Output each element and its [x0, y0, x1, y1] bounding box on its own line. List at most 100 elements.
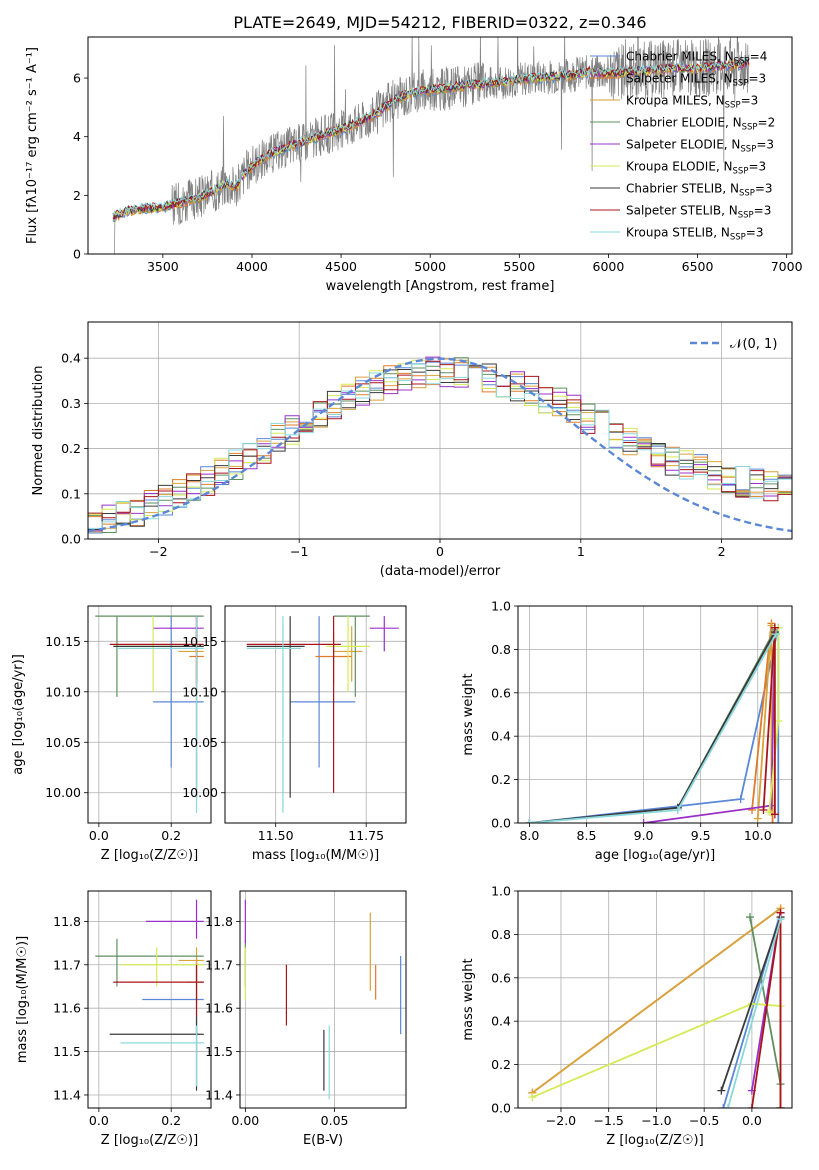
weight-marker: [748, 805, 757, 814]
x-tick-label: 0.00: [231, 1113, 259, 1128]
weight-marker: [747, 1104, 756, 1108]
x-tick-label: 9.5: [691, 828, 711, 843]
y-tick-label: 11.8: [53, 914, 81, 929]
y-tick-label: 10.00: [182, 785, 218, 800]
weight-marker: [774, 819, 783, 823]
panel-weight-vs-age: 8.0 8.5 9.0 9.5 10.0 0.0 0.2 0.4 0.6 0.8 1.0 age [l…: [461, 599, 793, 863]
hist-salpeter-stelib: [88, 360, 792, 519]
y-tick-label: 0.0: [61, 532, 81, 547]
model-line-kroupa-stelib: [112, 57, 750, 216]
weight-marker: [772, 630, 781, 639]
y-tick-label: 0.0: [491, 816, 511, 831]
legend-label: Chabrier STELIB, NSSP=3: [626, 182, 773, 199]
plot-area: [112, 37, 750, 254]
y-axis-label: age [log₁₀(age/yr)]: [11, 654, 26, 775]
x-tick-label: 0.2: [161, 1113, 181, 1128]
x-tick-label: 0.05: [321, 1113, 349, 1128]
panel-mass-vs-Z: 0.0 0.2 11.4 11.5 11.6 11.7 11.8 Z [log₁₀(Z/Z☉)…: [15, 890, 212, 1148]
weight-marker: [528, 1093, 537, 1102]
weight-marker: [525, 819, 534, 823]
axes-frame: [87, 605, 212, 824]
y-axis-label: mass [log₁₀(M/M☉)]: [15, 936, 30, 1063]
y-axis-label: Flux [fλ10⁻¹⁷ erg cm⁻² s⁻¹ A⁻¹]: [25, 47, 40, 244]
weight-marker: [639, 819, 648, 823]
figure-title: PLATE=2649, MJD=54212, FIBERID=0322, z=0…: [233, 13, 646, 32]
weight-marker: [673, 805, 682, 814]
weight-marker: [776, 915, 785, 924]
x-tick-label: 7000: [771, 259, 803, 274]
y-tick-label: 11.7: [205, 957, 233, 972]
x-tick-label: 11.75: [348, 828, 384, 843]
x-axis-label: age [log₁₀(age/yr)]: [595, 848, 716, 863]
y-tick-label: 10.05: [182, 735, 218, 750]
y-tick-label: 0.0: [491, 1101, 511, 1116]
y-tick-label: 11.8: [205, 914, 233, 929]
weight-marker: [724, 1104, 733, 1108]
y-tick-label: 0.6: [491, 685, 511, 700]
legend-label: Chabrier MILES, NSSP=4: [626, 50, 767, 67]
y-tick-label: 0.4: [61, 351, 81, 366]
gaussian-line: [88, 357, 792, 533]
weight-marker: [776, 1104, 785, 1108]
weight-line-salpeter-stelib: [751, 912, 782, 1108]
x-tick-label: 0.0: [89, 828, 109, 843]
x-tick-label: 8.0: [519, 828, 539, 843]
legend-label: Kroupa ELODIE, NSSP=3: [626, 160, 766, 177]
y-tick-label: 0.2: [491, 1057, 511, 1072]
x-tick-label: 6000: [593, 259, 625, 274]
legend-label: Salpeter MILES, NSSP=3: [626, 72, 766, 89]
weight-marker: [768, 819, 777, 823]
errorbar-chabrier-miles: [142, 956, 204, 1035]
panel-weight-vs-Z: −2.0 −1.5 −1.0 −0.5 0.0 0.0 0.2 0.4 0.6 0.8 1.0 Z […: [461, 884, 793, 1148]
y-tick-label: 11.4: [205, 1087, 233, 1102]
y-tick-label: 10.10: [182, 684, 218, 699]
errorbar-salpeter-elodie: [369, 616, 399, 652]
x-axis-label: wavelength [Angstrom, rest frame]: [326, 279, 555, 294]
y-tick-label: 0.3: [61, 396, 81, 411]
errorbar-kroupa-stelib: [120, 1025, 204, 1087]
y-tick-label: 4: [73, 129, 81, 144]
x-tick-label: 5500: [503, 259, 535, 274]
panel-spectrum: 3500 4000 4500 5000 5500 6000 6500 7000 0 2 4 6 wave…: [25, 36, 803, 294]
spectrum-data-line: [113, 37, 750, 254]
y-axis-label: mass weight: [461, 958, 476, 1040]
weight-marker: [745, 913, 754, 922]
axes-frame: [87, 321, 793, 540]
axes-frame: [87, 36, 793, 255]
weight-line-kroupa-stelib: [727, 918, 782, 1108]
x-axis-label: Z [log₁₀(Z/Z☉)]: [606, 1133, 703, 1148]
x-axis-label: Z [log₁₀(Z/Z☉)]: [101, 1133, 198, 1148]
y-tick-label: 11.6: [53, 1001, 81, 1016]
legend-label: Salpeter ELODIE, NSSP=3: [626, 138, 774, 155]
y-tick-label: 2: [73, 188, 81, 203]
weight-marker: [736, 795, 745, 804]
panel-mass-vs-ebv: 0.00 0.05 11.4 11.5 11.6 11.7 11.8 E(B-V): [205, 890, 407, 1148]
errorbar-kroupa-stelib: [116, 616, 204, 813]
weight-line-salpeter-elodie: [643, 627, 776, 823]
errorbar-kroupa-elodie: [113, 616, 204, 692]
y-tick-label: 0.4: [491, 729, 511, 744]
x-tick-label: 11.50: [258, 828, 294, 843]
x-tick-label: −1.5: [594, 1113, 624, 1128]
errorbar-kroupa-elodie: [120, 947, 204, 987]
x-tick-label: 10.0: [744, 828, 772, 843]
x-tick-label: 6500: [682, 259, 714, 274]
x-tick-label: 0: [436, 544, 444, 559]
x-tick-label: 0.0: [742, 1113, 762, 1128]
x-tick-label: 4000: [236, 259, 268, 274]
x-axis-label: E(B-V): [303, 1133, 343, 1148]
y-axis-label: mass weight: [461, 673, 476, 755]
y-tick-label: 10.05: [45, 735, 81, 750]
x-tick-label: −0.5: [689, 1113, 719, 1128]
y-tick-label: 11.5: [205, 1044, 233, 1059]
y-tick-label: 10.15: [182, 634, 218, 649]
panel-age-vs-Z: 0.0 0.2 10.00 10.05 10.10 10.15 Z [log₁₀(Z/Z☉)…: [11, 605, 212, 863]
plot-area: [88, 606, 211, 823]
panel-residuals: −2 −1 0 1 2 0.0 0.1 0.2 0.3 0.4 (data-model)/error…: [31, 321, 793, 579]
weight-marker: [770, 810, 779, 819]
x-tick-label: 0.2: [161, 828, 181, 843]
weight-line-chabrier-elodie: [749, 916, 782, 1085]
weight-marker: [717, 1086, 726, 1095]
weight-line-chabrier-miles: [529, 627, 780, 823]
